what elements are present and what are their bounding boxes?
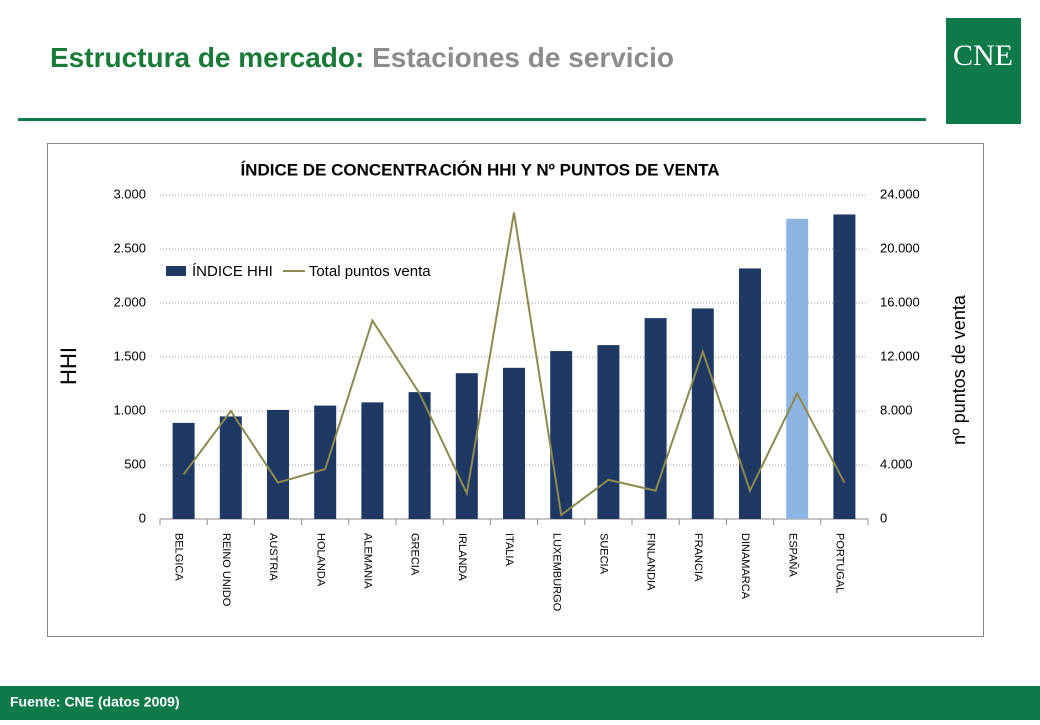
bar bbox=[833, 214, 856, 519]
y2-tick-label: 20.000 bbox=[880, 240, 920, 255]
footer-bar bbox=[0, 686, 1040, 720]
footer-source: Fuente: CNE (datos 2009) bbox=[10, 694, 180, 710]
x-tick-label: ALEMANIA bbox=[361, 533, 373, 589]
y-axis-label: HHI bbox=[56, 347, 81, 385]
title-sub: Estaciones de servicio bbox=[372, 42, 674, 73]
legend-label: ÍNDICE HHI bbox=[192, 263, 273, 280]
x-tick-label: AUSTRIA bbox=[267, 533, 279, 581]
x-tick-label: SUECIA bbox=[597, 533, 609, 575]
x-tick-label: ESPAÑA bbox=[786, 533, 799, 577]
legend-swatch bbox=[166, 266, 186, 276]
y-tick-label: 1.500 bbox=[113, 348, 146, 363]
legend-label: Total puntos venta bbox=[309, 263, 431, 280]
y-tick-label: 3.000 bbox=[113, 186, 146, 201]
y-tick-label: 2.500 bbox=[113, 240, 146, 255]
bar bbox=[267, 409, 289, 519]
bar bbox=[172, 422, 195, 519]
x-tick-label: LUXEMBURGO bbox=[550, 533, 562, 612]
line bbox=[182, 212, 846, 517]
bar bbox=[691, 308, 714, 519]
bar bbox=[597, 345, 620, 519]
bar bbox=[786, 218, 809, 519]
bar bbox=[644, 318, 667, 519]
x-tick-label: GRECIA bbox=[409, 533, 421, 576]
bar bbox=[408, 392, 431, 519]
bar bbox=[503, 367, 525, 519]
x-tick-label: FRANCIA bbox=[692, 533, 704, 582]
y2-tick-label: 16.000 bbox=[880, 294, 920, 309]
bar bbox=[314, 405, 337, 519]
y-tick-label: 1.000 bbox=[113, 402, 146, 417]
x-tick-label: FINLANDIA bbox=[645, 533, 657, 591]
bar bbox=[739, 268, 761, 519]
x-tick-label: ITALIA bbox=[503, 533, 515, 566]
y2-tick-label: 4.000 bbox=[880, 456, 913, 471]
x-tick-label: BELGICA bbox=[173, 533, 185, 581]
bar bbox=[550, 351, 573, 519]
chart-title: ÍNDICE DE CONCENTRACIÓN HHI Y Nº PUNTOS … bbox=[240, 160, 719, 179]
logo-text: CNE bbox=[953, 39, 1013, 72]
bar bbox=[361, 402, 384, 519]
y2-tick-label: 12.000 bbox=[880, 348, 920, 363]
y2-tick-label: 24.000 bbox=[880, 186, 920, 201]
x-tick-label: PORTUGAL bbox=[833, 533, 845, 593]
y2-axis-label: nº puntos de venta bbox=[949, 294, 969, 445]
x-tick-label: HOLANDA bbox=[314, 533, 326, 587]
y-tick-label: 500 bbox=[124, 456, 146, 471]
title-main: Estructura de mercado: bbox=[50, 42, 364, 73]
y2-tick-label: 8.000 bbox=[880, 402, 913, 417]
x-tick-label: IRLANDA bbox=[456, 533, 468, 581]
logo bbox=[946, 18, 1021, 124]
x-tick-label: REINO UNIDO bbox=[220, 533, 232, 607]
bar bbox=[219, 416, 242, 519]
x-tick-label: DINAMARCA bbox=[739, 533, 751, 600]
y2-tick-label: 0 bbox=[880, 510, 887, 525]
slide-title: Estructura de mercado: Estaciones de ser… bbox=[50, 42, 674, 73]
y-tick-label: 0 bbox=[139, 510, 146, 525]
title-rule bbox=[18, 118, 926, 121]
y-tick-label: 2.000 bbox=[113, 294, 146, 309]
